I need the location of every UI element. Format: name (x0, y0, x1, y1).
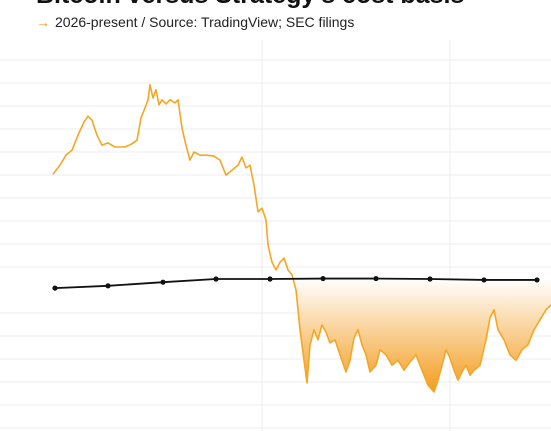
plot (52, 84, 551, 393)
subtitle-arrow: → (36, 14, 50, 30)
series-marker (320, 275, 326, 282)
chart-subtitle: 2026-present / Source: TradingView; SEC … (55, 14, 354, 30)
series-marker (52, 285, 58, 291)
chart-title: Bitcoin versus Strategy's cost basis (36, 0, 464, 9)
series-marker (213, 276, 219, 282)
series-marker (373, 275, 379, 282)
series-marker (427, 276, 433, 282)
series-marker (105, 283, 111, 289)
deficit-area (53, 278, 551, 392)
series-line (52, 84, 551, 393)
series-marker (534, 277, 540, 283)
series-marker (481, 277, 487, 283)
series-marker (160, 279, 166, 285)
series-line (54, 277, 537, 289)
series-marker (267, 276, 273, 282)
